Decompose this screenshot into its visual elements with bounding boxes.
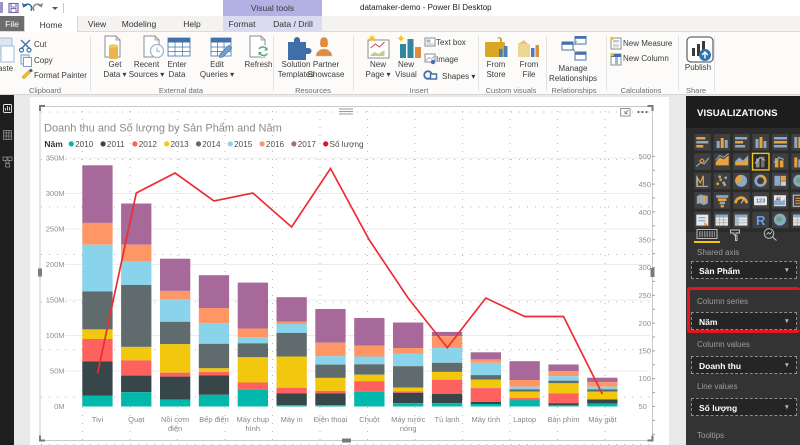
svg-text:150M: 150M <box>46 296 65 305</box>
svg-text:300M: 300M <box>46 189 65 198</box>
svg-text:200: 200 <box>639 319 652 328</box>
svg-text:Máy tính: Máy tính <box>472 415 501 424</box>
svg-text:hình: hình <box>245 424 260 433</box>
svg-text:Máy in: Máy in <box>281 415 303 424</box>
svg-text:42: 42 <box>776 196 782 201</box>
svg-text:100: 100 <box>639 374 652 383</box>
svg-text:Số lượng: Số lượng <box>330 140 365 149</box>
svg-text:250M: 250M <box>46 225 65 234</box>
svg-text:50: 50 <box>639 402 647 411</box>
svg-text:Quạt: Quạt <box>128 415 145 424</box>
svg-text:Bàn phím: Bàn phím <box>547 415 579 424</box>
svg-text:2017: 2017 <box>298 140 317 149</box>
svg-text:150: 150 <box>639 347 652 356</box>
svg-text:500: 500 <box>639 152 652 161</box>
svg-text:2012: 2012 <box>139 140 158 149</box>
svg-text:Nồi cơm: Nồi cơm <box>161 415 189 424</box>
svg-text:Bếp điện: Bếp điện <box>199 415 229 424</box>
svg-text:Máy giặt: Máy giặt <box>588 415 617 424</box>
svg-text:Tủ lạnh: Tủ lạnh <box>434 415 459 424</box>
svg-text:50M: 50M <box>50 367 65 376</box>
svg-text:điện: điện <box>168 424 182 433</box>
svg-text:2015: 2015 <box>234 140 253 149</box>
svg-text:400: 400 <box>639 208 652 217</box>
svg-text:350M: 350M <box>46 154 65 163</box>
svg-text:2016: 2016 <box>266 140 285 149</box>
svg-text:200M: 200M <box>46 260 65 269</box>
svg-text:Doanh thu and Số lượng by Sản: Doanh thu and Số lượng by Sản Phẩm and N… <box>44 123 282 135</box>
svg-text:Laptop: Laptop <box>513 415 536 424</box>
svg-text:450: 450 <box>639 180 652 189</box>
svg-text:Tivi: Tivi <box>92 415 104 424</box>
svg-text:2014: 2014 <box>202 140 221 149</box>
svg-text:2013: 2013 <box>171 140 190 149</box>
svg-text:300: 300 <box>639 263 652 272</box>
svg-text:Máy nước: Máy nước <box>391 415 425 424</box>
svg-text:123: 123 <box>756 199 765 205</box>
svg-text:Chuột: Chuột <box>359 415 380 424</box>
svg-text:0M: 0M <box>54 402 64 411</box>
svg-text:R: R <box>756 213 766 228</box>
svg-text:100M: 100M <box>46 331 65 340</box>
svg-text:Máy chụp: Máy chụp <box>237 415 270 424</box>
svg-text:2010: 2010 <box>75 140 94 149</box>
svg-text:250: 250 <box>639 291 652 300</box>
svg-text:350: 350 <box>639 236 652 245</box>
svg-text:2011: 2011 <box>107 140 125 149</box>
svg-text:Năm: Năm <box>44 139 63 149</box>
svg-text:Điện thoại: Điện thoại <box>314 415 348 424</box>
svg-text:nóng: nóng <box>400 424 417 433</box>
